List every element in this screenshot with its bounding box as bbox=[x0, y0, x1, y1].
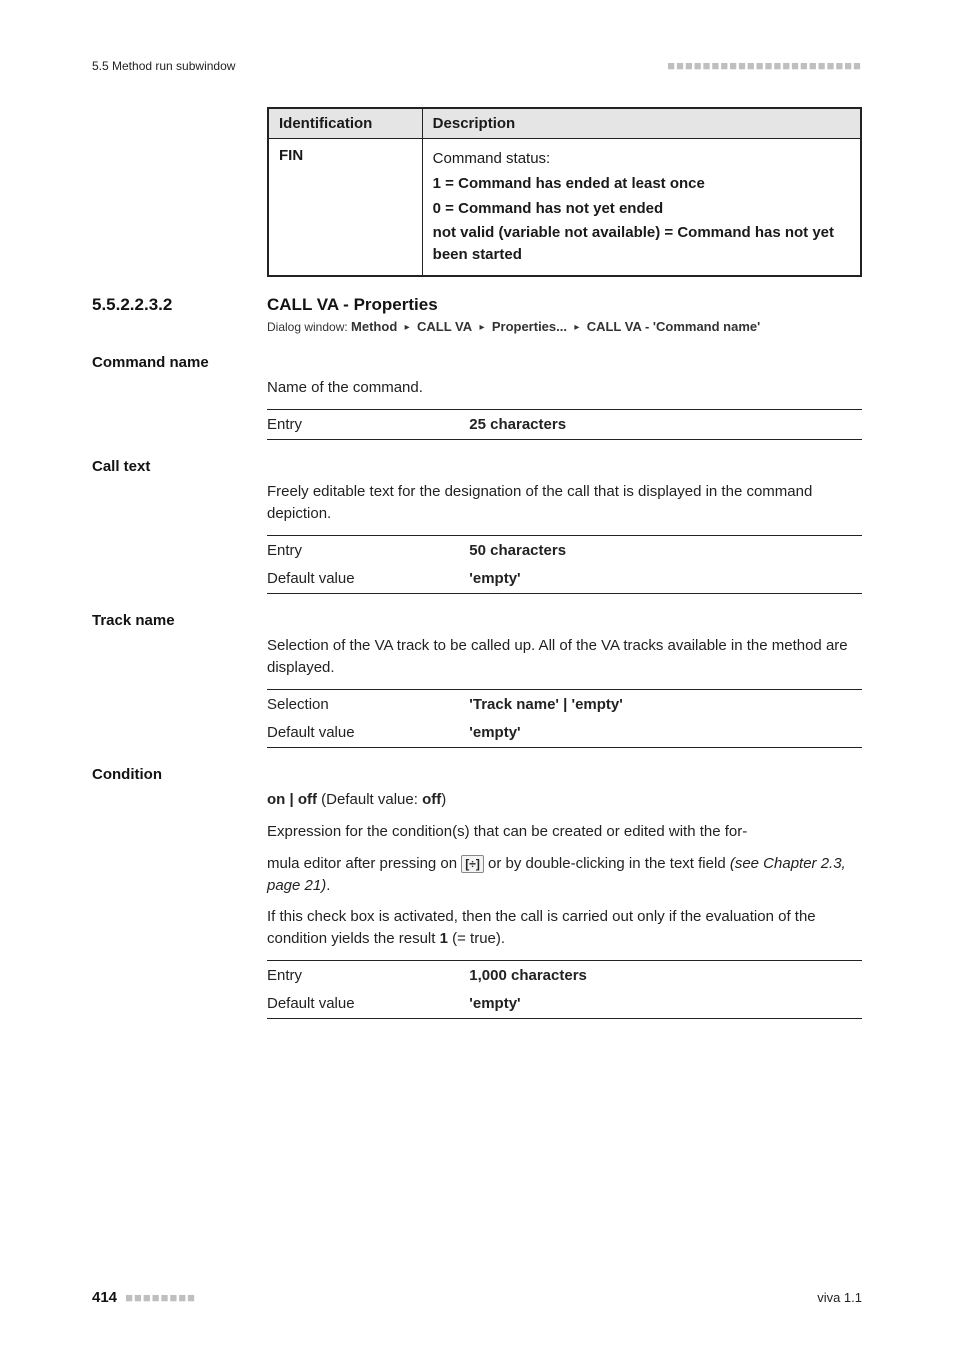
condition-default-open: (Default value: bbox=[317, 791, 422, 808]
dialog-part: Properties... bbox=[492, 319, 567, 334]
desc-line: 1 = Command has ended at least once bbox=[433, 173, 850, 195]
header-left: 5.5 Method run subwindow bbox=[92, 59, 235, 73]
kv-val: 'empty' bbox=[469, 719, 862, 748]
field-body: Name of the command. Entry25 characters bbox=[267, 377, 862, 441]
cond-eval-text-b: (= true). bbox=[448, 930, 505, 947]
desc-line: 0 = Command has not yet ended bbox=[433, 198, 850, 220]
field-title-command-name: Command name bbox=[92, 354, 862, 371]
field-title-track-name: Track name bbox=[92, 612, 862, 629]
triangle-icon: ▸ bbox=[405, 322, 410, 333]
kv-table: Entry1,000 characters Default value'empt… bbox=[267, 960, 862, 1020]
condition-default-close: ) bbox=[441, 791, 446, 808]
kv-val: 1,000 characters bbox=[469, 960, 862, 989]
condition-default-val: off bbox=[422, 791, 441, 808]
kv-table: Entry50 characters Default value'empty' bbox=[267, 535, 862, 595]
fx-prefix: mula editor after pressing on bbox=[267, 855, 461, 872]
footer-ornament: ■■■■■■■■ bbox=[125, 1290, 196, 1305]
field-paragraph: Freely editable text for the designation… bbox=[267, 481, 862, 525]
triangle-icon: ▸ bbox=[479, 322, 484, 333]
dialog-prefix: Dialog window: bbox=[267, 320, 351, 334]
kv-table: Entry25 characters bbox=[267, 409, 862, 441]
identification-table-wrap: Identification Description FIN Command s… bbox=[267, 107, 862, 277]
field-paragraph: Selection of the VA track to be called u… bbox=[267, 635, 862, 679]
desc-line: Command status: bbox=[433, 148, 850, 170]
formula-editor-icon[interactable]: [÷] bbox=[461, 855, 484, 873]
triangle-icon: ▸ bbox=[574, 322, 579, 333]
kv-key: Selection bbox=[267, 689, 469, 718]
page-footer: 414 ■■■■■■■■ viva 1.1 bbox=[92, 1289, 862, 1306]
kv-key: Default value bbox=[267, 990, 469, 1019]
identification-table: Identification Description FIN Command s… bbox=[267, 107, 862, 277]
table-row: FIN Command status: 1 = Command has ende… bbox=[268, 139, 861, 276]
field-paragraph: Expression for the condition(s) that can… bbox=[267, 821, 862, 843]
field-body: Freely editable text for the designation… bbox=[267, 481, 862, 594]
dialog-part: CALL VA - 'Command name' bbox=[587, 319, 761, 334]
kv-key: Default value bbox=[267, 719, 469, 748]
condition-default-line: on | off (Default value: off) bbox=[267, 789, 862, 811]
field-title-condition: Condition bbox=[92, 766, 862, 783]
section-number: 5.5.2.2.3.2 bbox=[92, 295, 267, 315]
kv-key: Entry bbox=[267, 960, 469, 989]
field-paragraph-fx: mula editor after pressing on [÷] or by … bbox=[267, 853, 862, 897]
desc-line: not valid (variable not available) = Com… bbox=[433, 222, 850, 266]
fx-end: . bbox=[326, 877, 330, 894]
footer-page-number: 414 bbox=[92, 1289, 117, 1306]
kv-val: 'empty' bbox=[469, 990, 862, 1019]
kv-val: 50 characters bbox=[469, 535, 862, 564]
footer-right: viva 1.1 bbox=[817, 1290, 862, 1305]
cell-id: FIN bbox=[268, 139, 422, 276]
section-title: CALL VA - Properties bbox=[267, 295, 438, 315]
field-paragraph: Name of the command. bbox=[267, 377, 862, 399]
kv-key: Entry bbox=[267, 535, 469, 564]
condition-onoff: on | off bbox=[267, 791, 317, 808]
dialog-path: Dialog window: Method ▸ CALL VA ▸ Proper… bbox=[267, 319, 862, 334]
kv-table: Selection'Track name' | 'empty' Default … bbox=[267, 689, 862, 749]
kv-val: 'Track name' | 'empty' bbox=[469, 689, 862, 718]
dialog-part: CALL VA bbox=[417, 319, 472, 334]
kv-key: Entry bbox=[267, 409, 469, 440]
th-description: Description bbox=[422, 108, 861, 139]
field-title-call-text: Call text bbox=[92, 458, 862, 475]
footer-page: 414 ■■■■■■■■ bbox=[92, 1289, 196, 1306]
cond-eval-text-a: If this check box is activated, then the… bbox=[267, 908, 816, 947]
dialog-part: Method bbox=[351, 319, 397, 334]
section-heading: 5.5.2.2.3.2 CALL VA - Properties bbox=[92, 295, 862, 315]
page-header: 5.5 Method run subwindow ■■■■■■■■■■■■■■■… bbox=[92, 58, 862, 73]
cond-eval-b1: 1 bbox=[440, 930, 448, 947]
field-body: on | off (Default value: off) Expression… bbox=[267, 789, 862, 1019]
header-ornament: ■■■■■■■■■■■■■■■■■■■■■■ bbox=[667, 58, 862, 73]
cell-desc: Command status: 1 = Command has ended at… bbox=[422, 139, 861, 276]
field-body: Selection of the VA track to be called u… bbox=[267, 635, 862, 748]
kv-val: 25 characters bbox=[469, 409, 862, 440]
field-paragraph: If this check box is activated, then the… bbox=[267, 906, 862, 950]
fx-mid: or by double-clicking in the text field bbox=[488, 855, 730, 872]
kv-key: Default value bbox=[267, 565, 469, 594]
th-identification: Identification bbox=[268, 108, 422, 139]
kv-val: 'empty' bbox=[469, 565, 862, 594]
